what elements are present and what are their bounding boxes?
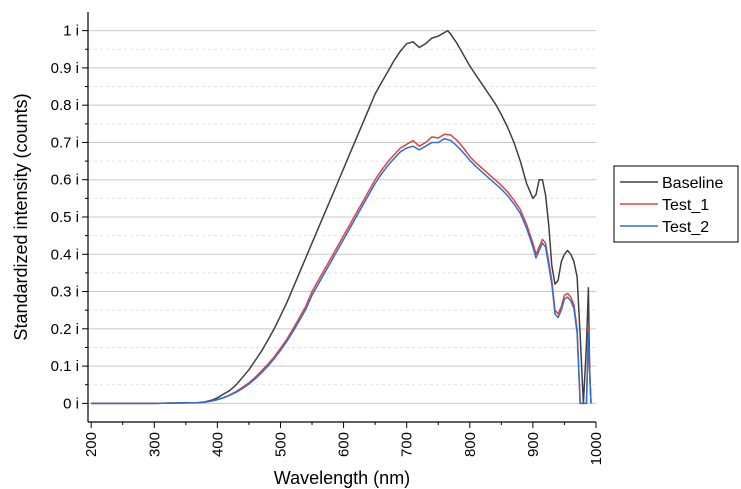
y-tick-label: 0.9 i [51,60,79,77]
y-tick-label: 0.5 i [51,209,79,226]
legend-label-test-1: Test_1 [662,197,709,214]
y-tick-label: 0.7 i [51,134,79,151]
gridlines [88,30,596,404]
y-tick-label: 1 i [63,23,79,40]
x-tick-label: 600 [336,432,353,457]
y-tick-label: 0.1 i [51,358,79,375]
x-axis-title: Wavelength (nm) [274,468,410,488]
y-tick-label: 0.3 i [51,284,79,301]
y-tick-label: 0.2 i [51,321,79,338]
series-line-test-2 [91,137,592,405]
y-tick-label: 0.6 i [51,172,79,189]
x-tick-label: 1000 [588,432,605,465]
y-axis-ticks: 0 i 0.1 i 0.2 i 0.3 i 0.4 i 0.5 i 0.6 i 0.7 i 0.… [51,23,88,412]
legend: Baseline Test_1 Test_2 [613,165,739,243]
x-tick-label: 400 [209,432,226,457]
y-tick-label: 0 i [63,395,79,412]
x-tick-label: 500 [272,432,289,457]
x-tick-label: 200 [83,432,100,457]
y-axis-title: Standardized intensity (counts) [11,93,31,340]
x-tick-label: 800 [462,432,479,457]
series-line-baseline [91,29,592,405]
x-tick-label: 300 [146,432,163,457]
x-tick-label: 900 [525,432,542,457]
x-axis-ticks: 200 300 400 500 600 700 800 900 1000 [83,422,605,465]
y-tick-label: 0.8 i [51,97,79,114]
series-line-test-1 [91,133,592,405]
x-tick-label: 700 [399,432,416,457]
legend-label-baseline: Baseline [662,175,723,192]
y-tick-label: 0.4 i [51,246,79,263]
series-lines [91,29,592,405]
legend-label-test-2: Test_2 [662,219,709,236]
